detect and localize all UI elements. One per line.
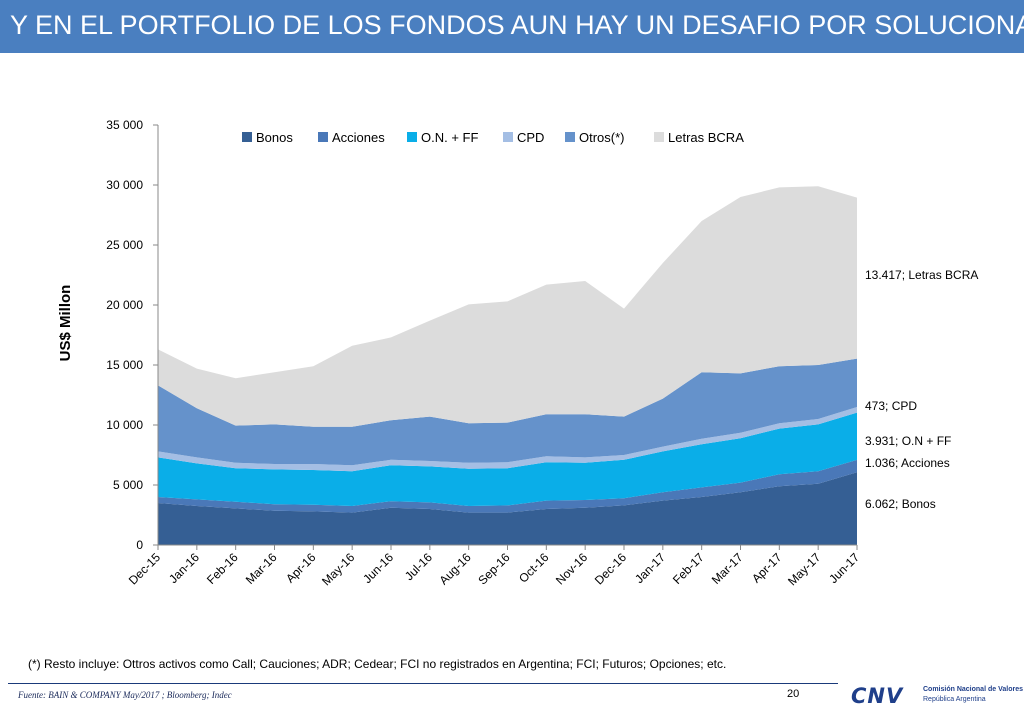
x-tick-label: Mar-17 <box>709 550 746 587</box>
x-tick-label: Jan-17 <box>632 550 668 586</box>
y-tick-label: 20 000 <box>106 298 143 312</box>
annotation-group: 13.417; Letras BCRA 473; CPD 3.931; O.N + … <box>865 268 978 511</box>
source-note: Fuente: BAIN & COMPANY May/2017 ; Bloomb… <box>18 690 232 700</box>
area-letras-bcra <box>158 186 857 427</box>
cnv-logo-mark: CNV <box>851 684 904 708</box>
y-tick-label: 35 000 <box>106 118 143 132</box>
footnote: (*) Resto incluye: Ottros activos como C… <box>28 657 727 671</box>
x-tick-label: May-17 <box>785 550 823 588</box>
area-series-group <box>158 186 857 545</box>
footer-divider <box>8 683 838 684</box>
cnv-logo-line2: República Argentina <box>923 696 986 703</box>
legend-swatch <box>654 132 664 142</box>
page-number: 20 <box>787 688 800 700</box>
x-tick-label: Feb-17 <box>670 550 707 587</box>
x-tick-label: Nov-16 <box>553 550 590 587</box>
y-tick-label: 25 000 <box>106 238 143 252</box>
annotation-label: 13.417; Letras BCRA <box>865 268 978 282</box>
annotation-label: 6.062; Bonos <box>865 497 936 511</box>
x-tick-label: Feb-16 <box>204 550 241 587</box>
annotation-label: 3.931; O.N + FF <box>865 434 951 448</box>
x-axis: Dec-15 Jan-16 Feb-16 Mar-16 Apr-16 May-16 Jun-… <box>126 544 862 588</box>
area-otros <box>158 358 857 466</box>
legend-swatch <box>242 132 252 142</box>
x-tick-label: Mar-16 <box>243 550 280 587</box>
x-tick-label: Apr-17 <box>749 550 785 586</box>
x-tick-label: Apr-16 <box>283 550 319 586</box>
page-title: Y EN EL PORTFOLIO DE LOS FONDOS AUN HAY … <box>10 10 1024 40</box>
x-tick-label: Dec-15 <box>126 550 163 587</box>
y-tick-label: 30 000 <box>106 178 143 192</box>
x-tick-label: Sep-16 <box>475 550 512 587</box>
legend-label: Otros(*) <box>579 130 625 145</box>
stacked-area-chart: US$ Millon 0 5 000 10 000 15 000 20 000 25 00… <box>57 118 978 588</box>
y-axis: 0 5 000 10 000 15 000 20 000 25 000 30 000 35 0… <box>106 118 159 552</box>
area-acciones <box>158 459 857 513</box>
legend-label: O.N. + FF <box>421 130 478 145</box>
legend-swatch <box>565 132 575 142</box>
x-tick-label: Jul-16 <box>402 550 435 583</box>
cnv-logo: CNV Comisión Nacional de Valores Repúbli… <box>851 683 1023 708</box>
y-axis-title: US$ Millon <box>57 285 74 362</box>
legend-label: Bonos <box>256 130 293 145</box>
x-tick-label: Jan-16 <box>166 550 202 586</box>
area-bonos <box>158 472 857 545</box>
area-o-n-ff <box>158 412 857 506</box>
x-tick-label: May-16 <box>319 550 357 588</box>
x-tick-label: Jun-17 <box>826 550 862 586</box>
legend-label: Acciones <box>332 130 385 145</box>
y-tick-label: 0 <box>136 538 143 552</box>
cnv-logo-line1: Comisión Nacional de Valores <box>923 686 1023 693</box>
legend-swatch <box>503 132 513 142</box>
legend-label: Letras BCRA <box>668 130 744 145</box>
x-tick-label: Dec-16 <box>592 550 629 587</box>
y-tick-label: 5 000 <box>113 478 143 492</box>
legend: Bonos Acciones O.N. + FF CPD Otros(*) Letras … <box>242 130 744 145</box>
legend-swatch <box>318 132 328 142</box>
legend-label: CPD <box>517 130 544 145</box>
annotation-label: 473; CPD <box>865 399 917 413</box>
x-tick-label: Aug-16 <box>437 550 474 587</box>
y-tick-label: 15 000 <box>106 358 143 372</box>
legend-swatch <box>407 132 417 142</box>
x-tick-label: Jun-16 <box>360 550 396 586</box>
title-bar: Y EN EL PORTFOLIO DE LOS FONDOS AUN HAY … <box>0 0 1024 53</box>
annotation-label: 1.036; Acciones <box>865 456 950 470</box>
x-tick-label: Oct-16 <box>516 550 552 586</box>
y-tick-label: 10 000 <box>106 418 143 432</box>
area-cpd <box>158 406 857 472</box>
